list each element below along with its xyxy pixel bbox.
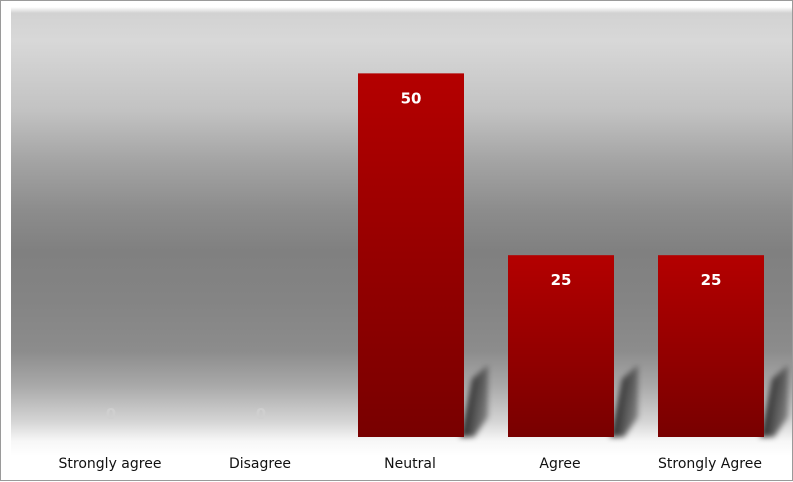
category-tick-label: Strongly Agree [658, 456, 762, 472]
bar-value-label: 25 [701, 271, 722, 289]
bar [508, 255, 614, 437]
bar-value-label: 0 [106, 405, 116, 423]
category-tick-label: Neutral [384, 456, 436, 472]
bar-shadow [760, 365, 788, 437]
category-tick-label: Disagree [229, 456, 291, 472]
bar [358, 73, 464, 437]
bar-shadow [610, 365, 638, 437]
bar-shadow [460, 365, 488, 437]
bar-value-label: 25 [551, 271, 572, 289]
category-tick-label: Agree [539, 456, 580, 472]
category-tick-label: Strongly agree [59, 456, 162, 472]
bar-value-label: 0 [256, 405, 266, 423]
bar-value-label: 50 [401, 89, 422, 107]
bar [658, 255, 764, 437]
